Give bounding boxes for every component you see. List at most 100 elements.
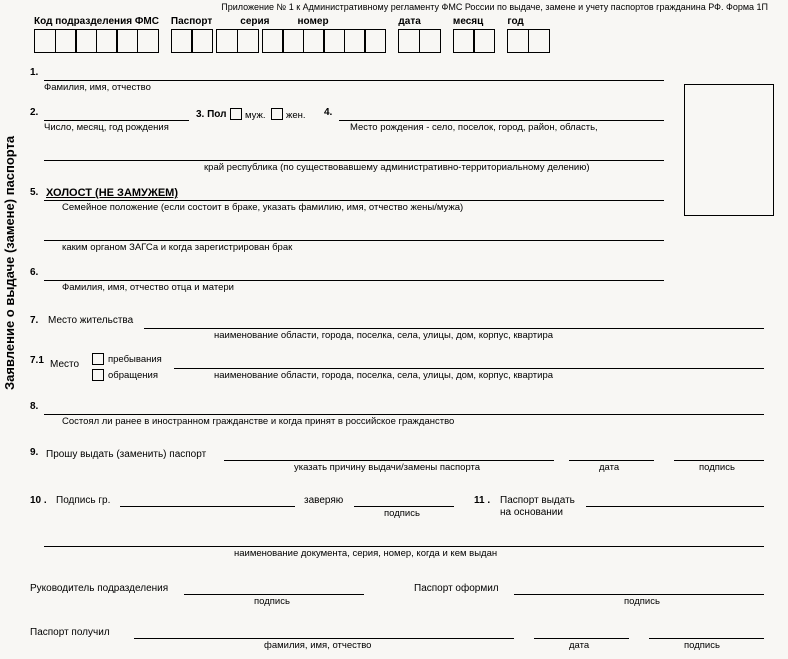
row-num: 9. [30,447,38,458]
field-place[interactable] [174,368,764,369]
checkbox-appeal[interactable] [92,369,104,381]
sub-received-name: фамилия, имя, отчество [264,640,371,651]
month-cell[interactable] [473,29,495,53]
row-11b: наименование документа, серия, номер, ко… [34,541,778,567]
series-cell[interactable] [237,29,259,53]
row-num: 8. [30,401,38,412]
field-received-date[interactable] [534,638,629,639]
field-received-sign[interactable] [649,638,764,639]
field-basis[interactable] [586,506,764,507]
field-zags[interactable] [44,240,664,241]
number-cell[interactable] [262,29,284,53]
field-head-sign[interactable] [184,594,364,595]
sub-issued-sign: подпись [624,596,660,607]
row-6: 6. Фамилия, имя, отчество отца и матери [34,275,778,301]
series-cell[interactable] [191,29,213,53]
fms-cell[interactable] [96,29,118,53]
sub-received-date: дата [569,640,589,651]
field-birthplace-ext[interactable] [44,160,664,161]
sub-place: наименование области, города, поселка, с… [214,370,553,381]
fms-cell[interactable] [34,29,56,53]
marital-status-value: ХОЛОСТ (НЕ ЗАМУЖЕМ) [46,187,178,199]
label-on-basis: на основании [500,507,563,518]
row-num: 1. [30,67,38,78]
checkbox-stay[interactable] [92,353,104,365]
row-2-3-4: 2. Число, месяц, год рождения 3. Пол муж… [34,115,778,141]
field-certify-sign[interactable] [354,506,454,507]
sub-doc-basis: наименование документа, серия, номер, ко… [234,548,497,559]
field-marital[interactable] [44,200,664,201]
field-issued-sign[interactable] [514,594,764,595]
fms-cell[interactable] [116,29,138,53]
label-residence: Место жительства [48,315,133,326]
fms-cell[interactable] [137,29,159,53]
label-place: Место [50,359,79,370]
fms-cell[interactable] [55,29,77,53]
footer-row-b: Паспорт получил фамилия, имя, отчество д… [34,633,778,659]
sub-birthplace-ext: край республика (по существовавшему адми… [204,162,590,173]
field-parents[interactable] [44,280,664,281]
date-cell[interactable] [419,29,441,53]
sub-parents: Фамилия, имя, отчество отца и матери [62,282,234,293]
row10-num: 10 . [30,495,47,506]
sub-fullname: Фамилия, имя, отчество [44,82,151,93]
row-9: 9. Прошу выдать (заменить) паспорт указа… [34,455,778,481]
month-cell[interactable] [453,29,475,53]
row-num: 7.1 [30,355,44,366]
year-cell[interactable] [528,29,550,53]
fms-label: Код подразделения ФМС [34,16,159,27]
field-birthplace[interactable] [339,120,664,121]
footer-row-a: Руководитель подразделения подпись Паспо… [34,589,778,615]
field-residence[interactable] [144,328,764,329]
row11-num: 11 . [474,495,490,506]
field-received-name[interactable] [134,638,514,639]
field-foreign-cit[interactable] [44,414,764,415]
form-page: Приложение № 1 к Административному регла… [34,2,778,659]
label-request: Прошу выдать (заменить) паспорт [46,449,206,460]
label-certify: заверяю [304,495,343,506]
field-citizen-sign[interactable] [120,506,295,507]
row4-num: 4. [324,107,332,118]
number-cell[interactable] [323,29,345,53]
date-cell[interactable] [398,29,420,53]
label-received: Паспорт получил [30,627,110,638]
checkbox-male[interactable] [230,108,242,120]
row-num: 2. [30,107,38,118]
passport-group: Паспорт серия номер [171,16,387,53]
field-doc-basis[interactable] [44,546,764,547]
passport-label: Паспорт [171,16,212,27]
date-label: дата [398,16,441,27]
label-issued-by: Паспорт оформил [414,583,499,594]
year-cell[interactable] [507,29,529,53]
row-10-11: 10 . Подпись гр. заверяю подпись 11 . Па… [34,501,778,527]
field-birthdate[interactable] [44,120,189,121]
number-cell[interactable] [303,29,325,53]
year-label: год [507,16,550,27]
field-fullname[interactable] [44,80,664,81]
label-male: муж. [245,110,266,121]
sub-foreign-cit: Состоял ли ранее в иностранном гражданст… [62,416,454,427]
fms-cell[interactable] [75,29,97,53]
field-sign-9[interactable] [674,460,764,461]
row-num: 6. [30,267,38,278]
sub-residence: наименование области, города, поселка, с… [214,330,553,341]
field-date-9[interactable] [569,460,654,461]
row-7: 7. Место жительства наименование области… [34,323,778,349]
row-5: 5. ХОЛОСТ (НЕ ЗАМУЖЕМ) Семейное положени… [34,195,778,221]
series-cell[interactable] [216,29,238,53]
sub-birthplace: Место рождения - село, поселок, город, р… [350,122,598,133]
label-stay: пребывания [108,354,162,365]
date-group: дата [398,16,441,53]
number-cell[interactable] [364,29,386,53]
series-cell[interactable] [171,29,193,53]
checkbox-female[interactable] [271,108,283,120]
row-num: 5. [30,187,38,198]
number-cell[interactable] [344,29,366,53]
number-cell[interactable] [282,29,304,53]
month-label: месяц [453,16,496,27]
sub-received-sign: подпись [684,640,720,651]
series-label: серия [240,16,269,27]
field-reason[interactable] [224,460,554,461]
row-num: 7. [30,315,38,326]
sub-marital: Семейное положение (если состоит в браке… [62,202,463,213]
